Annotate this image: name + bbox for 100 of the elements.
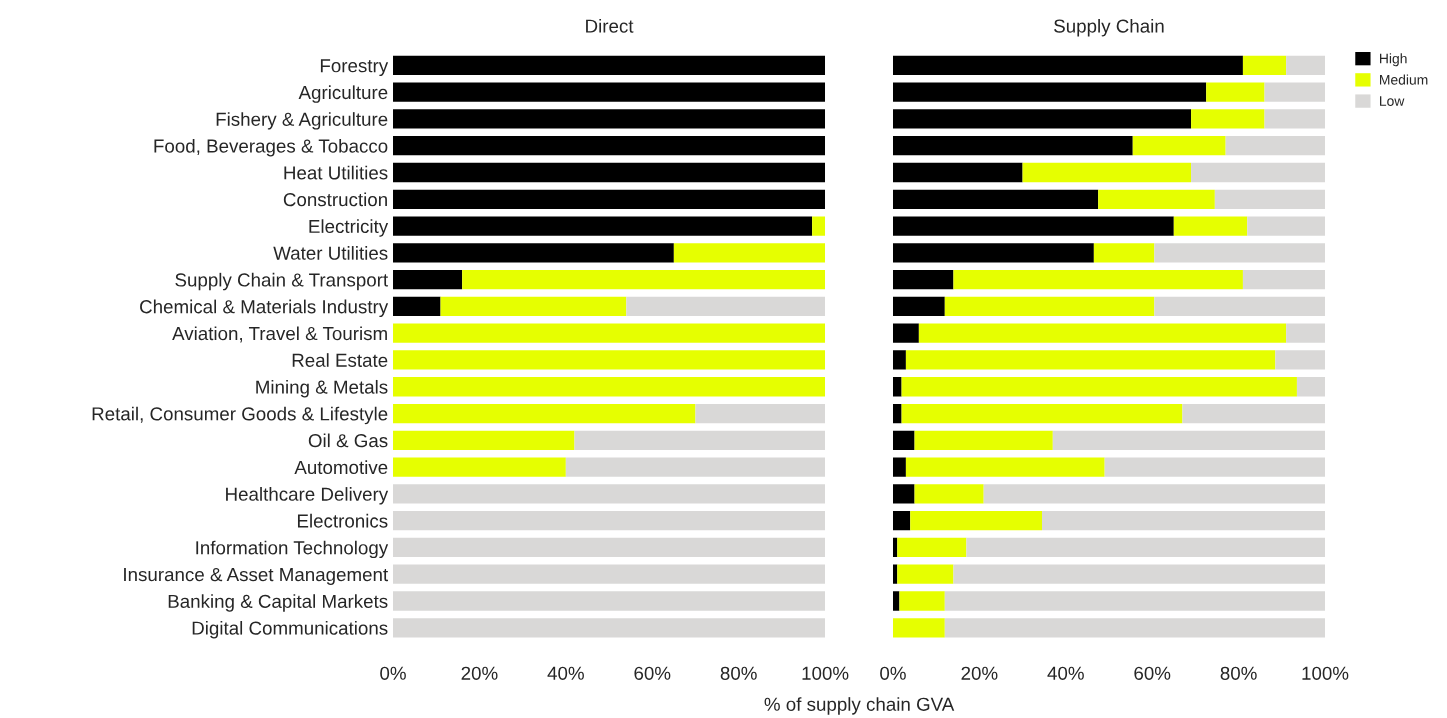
x-tick-label: 40%	[547, 666, 584, 680]
bar	[574, 430, 826, 450]
bar	[565, 457, 826, 477]
y-tick-label: Electronics	[297, 513, 388, 528]
y-tick-label: Mining & Metals	[256, 379, 388, 398]
bar	[953, 269, 1243, 290]
bar	[910, 511, 1043, 531]
x-tick-label: 100%	[802, 666, 849, 680]
bar	[901, 403, 1183, 424]
y-tick-label: Electricity	[309, 219, 389, 237]
bar	[1206, 82, 1265, 102]
y-tick-label: Fishery & Agriculture	[216, 112, 388, 130]
x-tick-label: 20%	[961, 666, 998, 680]
bar	[914, 430, 1053, 450]
bar	[1173, 216, 1248, 236]
bar	[892, 403, 902, 424]
bar	[1093, 243, 1155, 263]
bar	[892, 618, 945, 638]
bar	[892, 243, 1094, 263]
bar	[393, 55, 826, 76]
bar	[892, 216, 1174, 236]
bar	[393, 189, 826, 209]
bar	[393, 109, 826, 129]
bar	[1296, 377, 1326, 397]
bar	[393, 484, 826, 504]
bar	[1154, 296, 1326, 317]
bar	[892, 109, 1192, 129]
bar	[901, 377, 1297, 397]
bar	[393, 136, 826, 156]
y-tick-label: Heat Utilities	[284, 165, 388, 180]
bar	[892, 591, 900, 611]
y-tick-label: Agriculture	[298, 85, 388, 103]
x-tick-label: 40%	[1047, 666, 1084, 680]
bar	[1191, 162, 1326, 183]
bar	[673, 243, 826, 263]
bar	[905, 457, 1105, 477]
bar	[892, 136, 1133, 156]
bar	[966, 537, 1326, 558]
y-tick-label: Information Technology	[196, 540, 389, 559]
bar	[393, 618, 826, 638]
bar	[983, 484, 1326, 504]
x-tick-label: 0%	[880, 666, 906, 680]
bar	[1275, 350, 1326, 370]
legend-label: High	[1380, 53, 1407, 67]
bar	[393, 591, 826, 611]
bar	[905, 350, 1276, 370]
bar	[892, 457, 906, 477]
bar	[944, 618, 1326, 638]
y-tick-label: Oil & Gas	[308, 433, 388, 448]
x-tick-label: 20%	[461, 666, 498, 680]
bar	[1247, 216, 1326, 236]
bar	[626, 296, 826, 317]
bar	[892, 296, 945, 317]
y-tick-label: Supply Chain & Transport	[175, 272, 389, 291]
bar	[393, 564, 826, 584]
bar	[892, 484, 915, 504]
bar	[944, 591, 1326, 611]
bar	[892, 564, 898, 584]
bar	[393, 511, 826, 531]
bar	[393, 537, 826, 558]
bar	[393, 82, 826, 102]
bar	[892, 323, 919, 343]
x-tick-label: 100%	[1302, 666, 1349, 680]
bar	[892, 511, 911, 531]
bar	[1098, 189, 1215, 209]
bar	[1154, 243, 1326, 263]
y-tick-label: Banking & Capital Markets	[168, 594, 388, 612]
chart-title: Direct	[586, 18, 634, 33]
x-tick-label: 80%	[720, 666, 757, 680]
bar	[1225, 136, 1326, 156]
y-tick-label: Chemical & Materials Industry	[140, 299, 389, 318]
bar	[892, 162, 1023, 183]
legend-label: Low	[1380, 96, 1405, 106]
x-axis-title: % of supply chain GVA	[764, 697, 955, 715]
bar	[1052, 430, 1326, 450]
bar	[944, 296, 1155, 317]
y-tick-label: Insurance & Asset Management	[124, 568, 389, 585]
y-tick-label: Water Utilities	[273, 246, 388, 260]
x-tick-label: 60%	[1134, 666, 1171, 680]
bar	[1191, 109, 1265, 129]
bar	[393, 216, 813, 236]
bar	[1242, 55, 1287, 76]
bar	[892, 430, 915, 450]
y-tick-label: Construction	[283, 192, 387, 207]
bar	[393, 243, 674, 263]
bar	[1042, 511, 1326, 531]
bar	[1022, 162, 1192, 183]
bar	[953, 564, 1326, 584]
bar	[892, 55, 1243, 76]
y-tick-label: Food, Beverages & Tobacco	[154, 138, 388, 157]
bar	[393, 377, 826, 397]
y-tick-label: Forestry	[320, 59, 389, 77]
x-tick-label: 60%	[634, 666, 671, 680]
x-tick-label: 80%	[1220, 666, 1257, 680]
bar	[1214, 189, 1326, 209]
bar	[1264, 82, 1326, 102]
bar	[1264, 109, 1326, 129]
bar	[892, 269, 954, 290]
bar	[914, 484, 984, 504]
bar	[393, 269, 463, 290]
